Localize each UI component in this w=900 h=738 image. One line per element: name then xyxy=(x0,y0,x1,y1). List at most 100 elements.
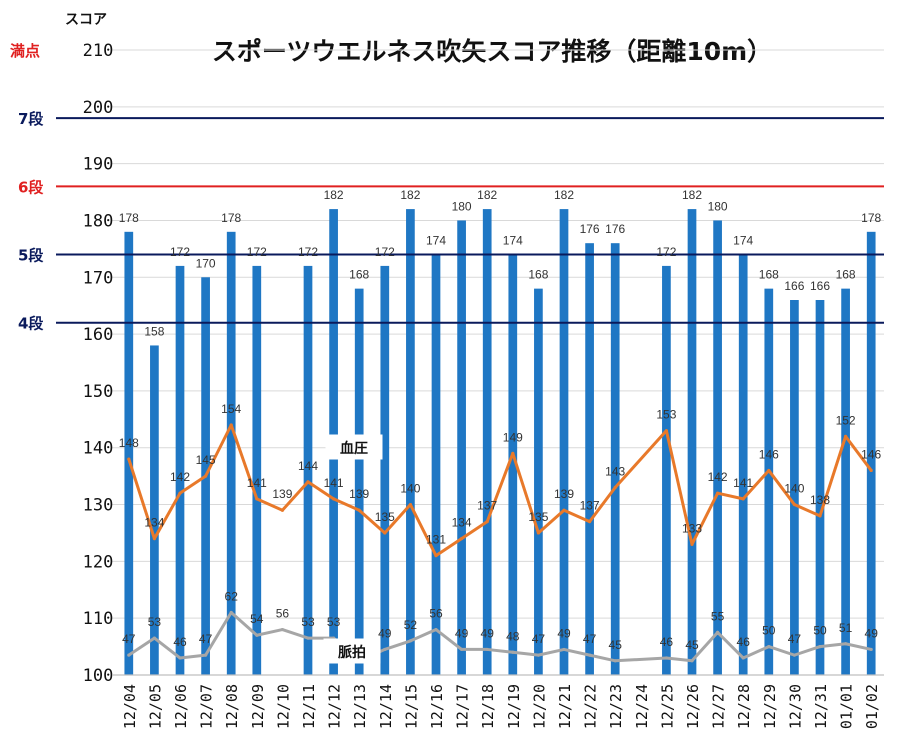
x-tick-label: 12/22 xyxy=(582,684,600,729)
bar-value-label: 158 xyxy=(144,324,164,338)
axes: 100 110 120 130 140 150 160 170 180 190 200 210 12/0… xyxy=(83,41,884,729)
bar xyxy=(508,254,518,675)
blood-pressure-label: 135 xyxy=(375,510,395,524)
chart-title: スポーツウエルネス吹矢スコア推移（距離10m） xyxy=(212,37,772,66)
x-tick-label: 12/24 xyxy=(633,684,651,729)
bar xyxy=(790,300,799,675)
pulse-label: 45 xyxy=(685,638,699,652)
pulse-point xyxy=(255,633,259,637)
y-tick-label: 100 xyxy=(83,666,114,686)
blood-pressure-label: 149 xyxy=(503,430,523,444)
pulse-point xyxy=(741,656,745,660)
blood-pressure-label: 135 xyxy=(528,510,548,524)
bar xyxy=(815,300,825,675)
pulse-label: 47 xyxy=(788,632,802,646)
blood-pressure-label: 142 xyxy=(708,470,728,484)
blood-pressure-point xyxy=(332,497,336,501)
blood-pressure-point xyxy=(690,542,694,546)
blood-pressure-label: 139 xyxy=(554,487,574,501)
pulse-label: 48 xyxy=(506,629,520,643)
blood-pressure-line xyxy=(127,423,873,558)
pulse-point xyxy=(588,653,592,657)
blood-pressure-label: 141 xyxy=(247,476,267,490)
pulse-point xyxy=(383,647,387,652)
pulse-point xyxy=(434,627,438,632)
x-tick-label: 12/28 xyxy=(735,684,753,729)
x-tick-label: 12/09 xyxy=(249,684,267,729)
x-tick-label: 12/20 xyxy=(530,684,548,729)
bar-value-label: 178 xyxy=(119,211,139,225)
pulse-label: 46 xyxy=(660,635,674,649)
bar xyxy=(252,265,262,675)
blood-pressure-point xyxy=(792,502,797,507)
reference-label: 満点 xyxy=(10,42,40,60)
pulse-label: 49 xyxy=(378,626,392,640)
blood-pressure-point xyxy=(767,468,771,473)
x-tick-label: 12/14 xyxy=(377,684,395,729)
y-tick-label: 210 xyxy=(83,41,114,61)
blood-pressure-point xyxy=(357,508,361,512)
x-tick-label: 12/26 xyxy=(684,684,702,729)
bar-value-label: 174 xyxy=(426,234,446,248)
pulse-series-name: 脈拍 xyxy=(338,644,366,661)
blood-pressure-label: 134 xyxy=(144,516,164,530)
bar-value-label: 182 xyxy=(324,188,344,202)
bar xyxy=(431,254,441,675)
bar xyxy=(841,288,850,675)
bar xyxy=(124,231,134,675)
bar-value-label: 172 xyxy=(656,245,676,259)
blood-pressure-series-name: 血圧 xyxy=(340,440,368,457)
blood-pressure-point xyxy=(152,537,156,541)
pulse-point xyxy=(792,653,797,657)
pulse-label: 56 xyxy=(429,607,443,621)
blood-pressure-label: 141 xyxy=(733,476,753,490)
bar-value-label: 178 xyxy=(221,211,241,225)
bar-value-label: 172 xyxy=(375,245,395,259)
blood-pressure-point xyxy=(613,485,617,490)
x-tick-label: 12/06 xyxy=(172,684,190,729)
y-tick-label: 190 xyxy=(83,155,114,175)
blood-pressure-point xyxy=(716,491,720,495)
pulse-point xyxy=(152,636,156,640)
x-tick-label: 12/29 xyxy=(761,684,779,729)
pulse-label: 51 xyxy=(839,621,853,635)
blood-pressure-point xyxy=(280,508,284,512)
pulse-label: 47 xyxy=(199,632,213,646)
pulse-label: 47 xyxy=(532,632,546,646)
x-tick-label: 12/12 xyxy=(326,684,344,729)
bar-value-label: 182 xyxy=(400,188,420,202)
pulse-label: 47 xyxy=(583,632,597,646)
reference-label: 4段 xyxy=(18,315,43,333)
blood-pressure-label: 152 xyxy=(836,413,856,427)
pulse-point xyxy=(460,647,464,652)
blood-pressure-point xyxy=(536,531,541,535)
blood-pressure-label: 145 xyxy=(196,453,216,467)
bar xyxy=(150,345,159,675)
blood-pressure-point xyxy=(511,451,515,456)
bar xyxy=(303,265,313,675)
x-tick-label: 12/13 xyxy=(351,684,369,729)
blood-pressure-label: 146 xyxy=(861,447,881,461)
pulse-label: 46 xyxy=(737,635,751,649)
pulse-point xyxy=(690,659,694,663)
bar-value-label: 166 xyxy=(784,279,804,293)
x-tick-label: 12/31 xyxy=(812,684,830,729)
bar xyxy=(354,288,364,675)
reference-label: 6段 xyxy=(18,178,43,196)
y-tick-label: 150 xyxy=(83,382,114,402)
grid xyxy=(112,49,884,619)
bar-value-label: 172 xyxy=(247,245,267,259)
x-tick-label: 12/16 xyxy=(428,684,446,729)
pulse-label: 53 xyxy=(327,615,341,629)
lines xyxy=(127,423,873,663)
reference-label: 7段 xyxy=(18,110,43,128)
blood-pressure-label: 143 xyxy=(605,465,625,479)
bar xyxy=(738,254,748,675)
blood-pressure-point xyxy=(383,531,387,535)
pulse-label: 53 xyxy=(148,615,162,629)
bar-value-label: 182 xyxy=(682,188,702,202)
y-tick-label: 130 xyxy=(83,496,114,516)
bar-value-label: 182 xyxy=(554,188,574,202)
bar-value-label: 166 xyxy=(810,279,830,293)
blood-pressure-point xyxy=(588,519,592,524)
